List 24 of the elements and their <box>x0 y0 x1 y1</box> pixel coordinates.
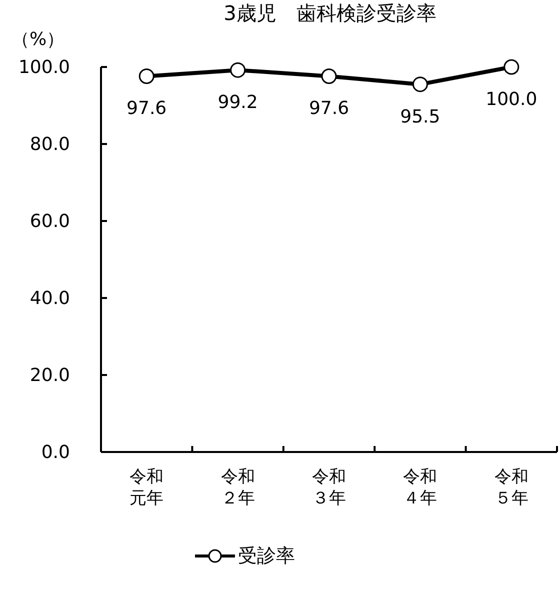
y-tick-label: 100.0 <box>18 57 70 78</box>
data-label: 99.2 <box>218 92 258 114</box>
y-tick-label: 20.0 <box>30 365 70 386</box>
x-tick-label: 令和元年 <box>130 467 164 508</box>
x-tick-label: 令和３年 <box>312 467 346 508</box>
x-tick-label: 令和５年 <box>494 467 528 508</box>
y-tick-label: 60.0 <box>30 211 70 232</box>
x-tick-label: 令和４年 <box>403 467 438 508</box>
legend-label: 受診率 <box>238 545 295 567</box>
chart-title: 3歳児 歯科検診受診率 <box>224 1 436 25</box>
point <box>321 68 337 84</box>
data-label: 95.5 <box>400 106 440 128</box>
point <box>138 68 154 84</box>
data-label: 97.6 <box>126 98 167 120</box>
data-label: 97.6 <box>308 98 350 120</box>
x-tick-label: 令和２年 <box>220 467 255 508</box>
y-axis-title: （%） <box>11 29 65 50</box>
y-tick-label: 0.0 <box>41 442 70 463</box>
data-label: 100.0 <box>486 89 538 110</box>
point <box>412 76 428 92</box>
y-tick-label: 40.0 <box>30 288 70 309</box>
point <box>230 62 246 78</box>
point <box>504 59 520 75</box>
y-tick-label: 80.0 <box>30 134 70 155</box>
